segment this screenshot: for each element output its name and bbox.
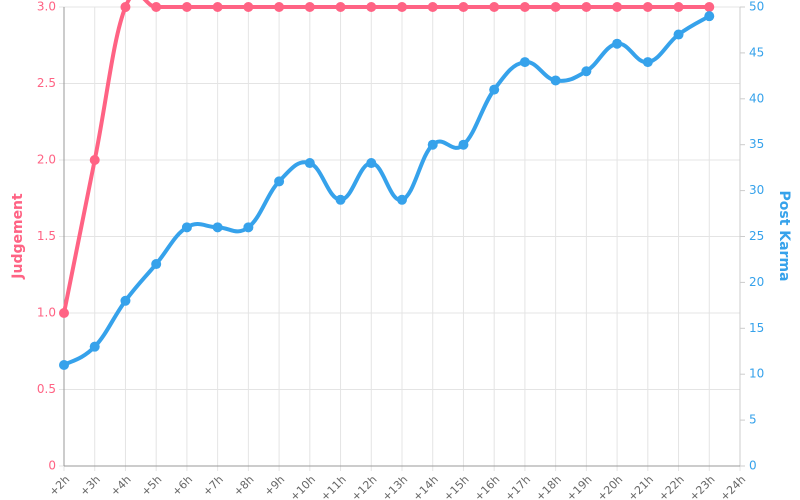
y2-tick-label: 5 [749,413,757,427]
data-point [181,2,192,12]
y2-axis-title: Post Karma [776,190,792,281]
data-point [212,2,223,12]
data-point [550,75,561,86]
x-tick-label: +4h [108,473,134,499]
x-tick-label: +13h [380,473,411,500]
data-point [335,194,346,205]
y2-tick-label: 10 [749,367,764,381]
y-axis-title: Judgement [10,193,26,280]
data-point [212,222,223,233]
data-point [612,38,623,49]
data-point [366,158,377,169]
data-point [120,295,131,306]
data-point [59,308,69,318]
x-tick-label: +8h [231,473,257,499]
y2-tick-label: 35 [749,137,764,151]
data-point [458,2,469,12]
y-tick-label: 2.5 [37,76,56,90]
x-tick-label: +11h [318,473,349,500]
series-line [62,14,711,367]
x-tick-label: +20h [595,473,626,500]
y2-tick-label: 0 [749,459,757,473]
y-tick-label: 3.0 [37,0,56,14]
data-point [59,360,69,371]
y2-tick-label: 45 [749,45,764,59]
data-point [181,222,192,233]
x-tick-label: +16h [472,473,503,500]
data-point [489,84,500,95]
x-tick-label: +22h [656,473,687,500]
x-tick-label: +12h [349,473,380,500]
data-point [704,11,715,22]
data-point [89,341,100,352]
x-tick-label: +14h [410,473,441,500]
x-tick-label: +10h [288,473,319,500]
data-point [397,2,407,12]
data-point [304,2,315,12]
x-tick-label: +24h [718,473,749,500]
data-point [704,2,715,12]
y-tick-label: 0 [48,459,56,473]
y2-tick-label: 40 [749,91,764,105]
data-point [151,259,162,270]
data-point [427,139,438,150]
y2-tick-label: 30 [749,183,764,197]
data-point [642,57,653,68]
y2-tick-label: 20 [749,275,764,289]
x-tick-label: +6h [170,473,196,499]
data-point [274,176,285,187]
data-point [612,2,623,12]
data-point [550,2,561,12]
data-point [519,2,530,12]
x-tick-label: +5h [139,473,165,499]
x-tick-label: +7h [200,473,226,499]
data-point [397,194,407,205]
data-point [274,2,285,12]
data-point [458,139,469,150]
x-tick-label: +17h [503,473,534,500]
data-point [335,2,346,12]
data-point [120,2,131,12]
data-point [151,2,162,12]
y2-tick-label: 25 [749,229,764,243]
x-tick-label: +19h [564,473,595,500]
y-tick-label: 1.5 [37,229,56,243]
y-tick-label: 0.5 [37,382,56,396]
data-point [673,29,684,40]
data-point [581,2,592,12]
y2-tick-label: 50 [749,0,764,14]
y2-tick-label: 15 [749,321,764,335]
y-tick-label: 2.0 [37,153,56,167]
data-point [581,66,592,77]
data-point [366,2,377,12]
data-point [642,2,653,12]
x-tick-label: +18h [533,473,564,500]
x-tick-label: +15h [441,473,472,500]
data-point [89,155,100,165]
data-point [673,2,684,12]
data-point [243,2,254,12]
data-point [427,2,438,12]
x-tick-label: +3h [77,473,103,499]
data-point [243,222,254,233]
data-point [489,2,500,12]
x-tick-label: +2h [47,473,73,499]
x-tick-label: +9h [262,473,288,499]
y-tick-label: 1.0 [37,306,56,320]
x-tick-label: +23h [687,473,718,500]
data-point [519,57,530,68]
data-point [304,158,315,169]
x-tick-label: +21h [626,473,657,500]
